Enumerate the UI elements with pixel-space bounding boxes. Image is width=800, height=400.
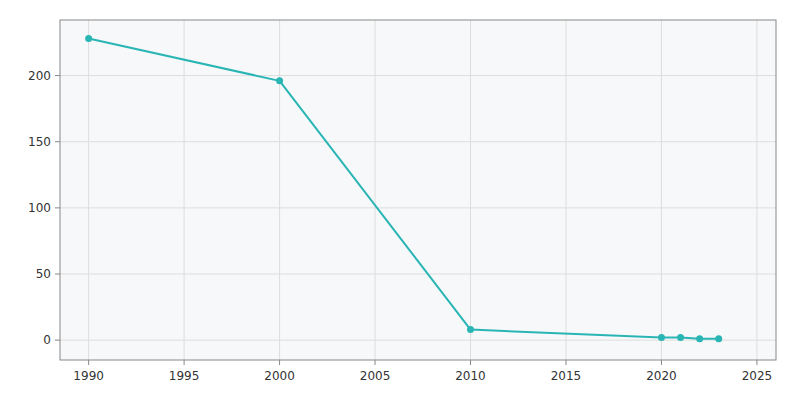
x-grid-line [470,20,471,360]
grid [60,20,776,360]
x-grid-line [184,20,185,360]
y-tick-label: 0 [43,333,51,347]
x-tick-label: 2025 [742,369,773,383]
y-grid-line [60,75,776,76]
y-tick-label: 200 [28,69,51,83]
x-tick-label: 2020 [646,369,677,383]
y-tick-label: 100 [28,201,51,215]
y-tick [55,75,60,76]
x-tick [661,360,662,365]
x-grid-line [661,20,662,360]
y-tick-label: 150 [28,135,51,149]
y-grid-line [60,207,776,208]
point [467,326,474,333]
plot-area [60,20,776,360]
point [658,334,665,341]
plot-frame [60,20,776,360]
x-tick [88,360,89,365]
x-tick-label: 2000 [264,369,295,383]
y-grid-line [60,141,776,142]
y-tick [55,340,60,341]
point [85,35,92,42]
x-tick [184,360,185,365]
series [85,35,722,342]
point [715,335,722,342]
x-tick [375,360,376,365]
x-tick [756,360,757,365]
x-tick [565,360,566,365]
x-tick-label: 1995 [169,369,200,383]
point [276,77,283,84]
x-tick-label: 1990 [73,369,104,383]
y-tick [55,274,60,275]
x-grid-line [565,20,566,360]
y-tick [55,141,60,142]
chart: 1990 1995 2000 2005 2010 2015 2020 2025 0 50 100 15… [0,0,800,400]
line [89,39,719,339]
y-tick-label: 50 [36,267,51,281]
x-tick-label: 2010 [455,369,486,383]
point [677,334,684,341]
x-tick [470,360,471,365]
x-tick-label: 2005 [360,369,391,383]
x-grid-line [279,20,280,360]
x-grid-line [375,20,376,360]
x-tick [279,360,280,365]
axes: 1990 1995 2000 2005 2010 2015 2020 2025 0 50 100 15… [28,69,772,383]
x-grid-line [756,20,757,360]
y-tick [55,207,60,208]
y-grid-line [60,340,776,341]
x-grid-line [88,20,89,360]
x-tick-label: 2015 [551,369,582,383]
point [696,335,703,342]
y-grid-line [60,274,776,275]
